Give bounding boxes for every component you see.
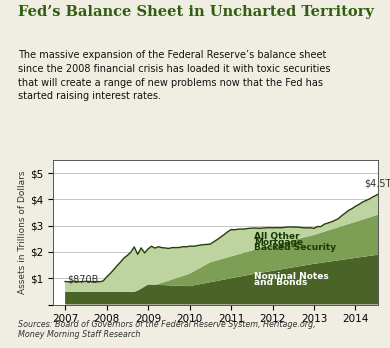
Text: $870B: $870B xyxy=(67,274,99,284)
Text: All Other: All Other xyxy=(254,232,300,241)
Text: The massive expansion of the Federal Reserve’s balance sheet
since the 2008 fina: The massive expansion of the Federal Res… xyxy=(18,50,330,101)
Text: Backed Security: Backed Security xyxy=(254,243,336,252)
Text: Mortgage: Mortgage xyxy=(254,237,303,246)
Text: Fed’s Balance Sheet in Uncharted Territory: Fed’s Balance Sheet in Uncharted Territo… xyxy=(18,5,374,19)
Y-axis label: Assets in Trillions of Dollars: Assets in Trillions of Dollars xyxy=(18,171,27,294)
Text: and Bonds: and Bonds xyxy=(254,278,307,287)
Text: Sources: Board of Governors of the Federal Reserve System, Heritage.org,
Money M: Sources: Board of Governors of the Feder… xyxy=(18,320,315,339)
Text: $4.5T: $4.5T xyxy=(364,178,390,188)
Text: Nominal Notes: Nominal Notes xyxy=(254,272,329,282)
